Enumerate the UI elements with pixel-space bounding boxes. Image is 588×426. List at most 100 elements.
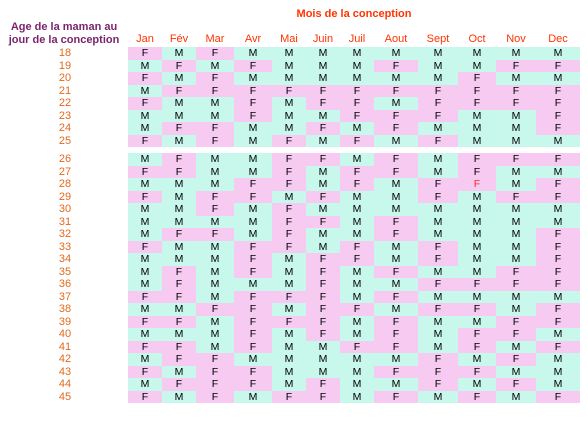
- table-cell: M: [128, 153, 162, 166]
- table-cell: F: [128, 97, 162, 110]
- table-cell: M: [162, 215, 196, 228]
- table-cell: M: [340, 72, 374, 85]
- month-header-8: Sept: [426, 33, 450, 45]
- table-cell: F: [234, 84, 272, 97]
- table-cell: M: [374, 47, 418, 60]
- table-cell: M: [536, 328, 580, 341]
- table-cell: F: [272, 315, 306, 328]
- table-cell: M: [128, 109, 162, 122]
- table-cell: M: [496, 122, 536, 135]
- table-cell: M: [458, 203, 496, 216]
- table-cell: F: [162, 153, 196, 166]
- table-cell: M: [458, 315, 496, 328]
- table-cell: M: [496, 109, 536, 122]
- table-cell: M: [272, 97, 306, 110]
- table-cell: F: [128, 315, 162, 328]
- age-label: 43: [58, 365, 72, 378]
- table-cell: M: [234, 278, 272, 291]
- table-cell: M: [374, 378, 418, 391]
- table-cell: F: [340, 340, 374, 353]
- table-cell: M: [128, 378, 162, 391]
- table-cell: F: [272, 290, 306, 303]
- table-cell: F: [234, 378, 272, 391]
- table-cell: M: [496, 340, 536, 353]
- table-cell: M: [162, 365, 196, 378]
- table-cell: F: [196, 47, 234, 60]
- table-cell: M: [306, 72, 340, 85]
- table-cell: M: [496, 203, 536, 216]
- table-cell: M: [418, 153, 458, 166]
- age-label: 36: [58, 278, 72, 290]
- table-cell: F: [196, 228, 234, 241]
- table-cell: M: [340, 278, 374, 291]
- table-cell: F: [536, 265, 580, 278]
- table-cell: F: [536, 228, 580, 241]
- table-cell: M: [196, 165, 234, 178]
- table-cell: M: [418, 203, 458, 216]
- table-cell: F: [536, 340, 580, 353]
- age-label: 23: [58, 109, 72, 122]
- table-cell: F: [272, 134, 306, 147]
- table-cell: M: [306, 228, 340, 241]
- table-cell: M: [128, 178, 162, 191]
- table-cell: F: [162, 122, 196, 135]
- age-label: 42: [58, 353, 72, 365]
- table-cell: F: [196, 390, 234, 403]
- table-cell: F: [340, 165, 374, 178]
- table-cell: F: [458, 278, 496, 291]
- table-cell: F: [496, 84, 536, 97]
- table-cell: M: [496, 240, 536, 253]
- table-cell: M: [128, 303, 162, 316]
- table-cell: F: [306, 303, 340, 316]
- table-cell: M: [234, 165, 272, 178]
- table-cell: M: [272, 265, 306, 278]
- table-cell: M: [306, 365, 340, 378]
- table-cell: M: [418, 328, 458, 341]
- table-cell: F: [374, 109, 418, 122]
- table-cell: M: [536, 365, 580, 378]
- table-cell: F: [306, 290, 340, 303]
- table-cell: M: [418, 59, 458, 72]
- table-cell: F: [536, 303, 580, 316]
- table-cell: M: [306, 353, 340, 366]
- table-cell: M: [536, 378, 580, 391]
- table-cell: M: [128, 253, 162, 266]
- age-label: 19: [58, 59, 72, 72]
- table-cell: M: [306, 109, 340, 122]
- table-cell: M: [196, 340, 234, 353]
- table-cell: M: [162, 134, 196, 147]
- table-cell: M: [234, 228, 272, 241]
- table-cell: F: [234, 290, 272, 303]
- age-label: 33: [58, 240, 72, 253]
- table-cell: M: [374, 203, 418, 216]
- table-cell: M: [162, 47, 196, 60]
- table-cell: F: [496, 265, 536, 278]
- table-cell: F: [128, 47, 162, 60]
- table-cell: M: [374, 303, 418, 316]
- table-cell: M: [162, 109, 196, 122]
- table-cell: M: [458, 290, 496, 303]
- table-cell: F: [374, 328, 418, 341]
- table-cell: F: [340, 134, 374, 147]
- table-cell: F: [128, 134, 162, 147]
- table-cell: F: [340, 240, 374, 253]
- table-cell: M: [306, 59, 340, 72]
- table-cell: F: [418, 303, 458, 316]
- table-cell: M: [234, 203, 272, 216]
- table-cell: M: [458, 228, 496, 241]
- table-cell: F: [374, 215, 418, 228]
- age-label: 34: [58, 253, 72, 265]
- age-label: 28: [58, 178, 72, 190]
- table-cell: F: [162, 265, 196, 278]
- table-cell: M: [128, 265, 162, 278]
- age-label: 18: [58, 47, 72, 59]
- table-cell: F: [374, 265, 418, 278]
- table-cell: M: [374, 178, 418, 191]
- table-cell: F: [458, 97, 496, 110]
- table-cell: F: [234, 97, 272, 110]
- table-cell: F: [496, 190, 536, 203]
- table-cell: F: [536, 59, 580, 72]
- month-header-11: Dec: [548, 33, 568, 45]
- table-cell: M: [418, 290, 458, 303]
